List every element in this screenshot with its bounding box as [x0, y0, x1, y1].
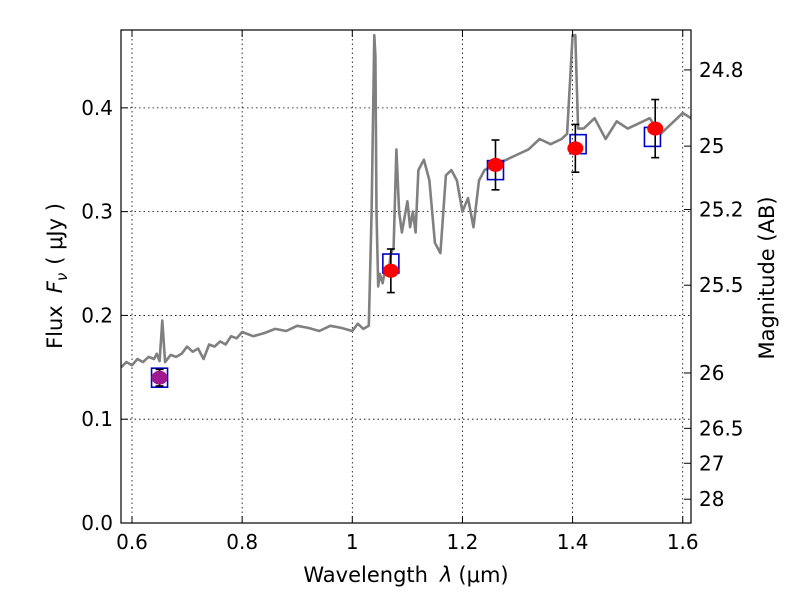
observed-point — [151, 370, 168, 385]
y2-tick-label: 25.2 — [699, 198, 744, 222]
y-axis-label-subscript: ν — [53, 273, 71, 281]
y-axis-label-text: Flux — [43, 305, 67, 349]
x-tick-label: 1.2 — [447, 530, 479, 554]
y2-tick-label: 26.5 — [699, 416, 744, 440]
x-tick-label: 0.8 — [226, 530, 258, 554]
plot-frame — [120, 29, 692, 524]
x-axis-label: Wavelength λ (μm) — [303, 563, 508, 587]
x-tick-label: 1 — [346, 530, 359, 554]
y-axis-label-symbol: F — [43, 280, 67, 293]
x-tick-label: 0.6 — [116, 530, 148, 554]
spectrum-line — [121, 33, 691, 369]
x-axis-label-text: Wavelength — [303, 563, 428, 587]
y2-tick-label: 25.5 — [699, 273, 744, 297]
y-tick-label: 0.1 — [81, 407, 113, 431]
spectrum-layer — [121, 33, 691, 369]
observed-point — [382, 263, 399, 278]
y-axis-label: Flux Fν ( μJy ) — [43, 203, 71, 349]
observed-point — [487, 157, 504, 172]
x-tick-label: 1.6 — [667, 530, 699, 554]
observed-point — [647, 121, 664, 136]
y2-tick-label: 27 — [699, 451, 724, 475]
y2-tick-label: 28 — [699, 487, 724, 511]
y-axis-label-unit: ( μJy ) — [43, 203, 67, 265]
x-tick-label: 1.4 — [557, 530, 589, 554]
axis-ticks: 0.6 0.8 1 1.2 1.4 1.6 0.0 0.1 0.2 0.3 0.4 24.8 25 25.… — [81, 30, 744, 554]
y-tick-label: 0.0 — [81, 511, 113, 535]
y2-tick-label: 25 — [699, 134, 724, 158]
y-tick-label: 0.3 — [81, 200, 113, 224]
points-layer — [150, 98, 664, 388]
x-axis-label-unit: (μm) — [458, 563, 508, 587]
grid — [121, 30, 691, 523]
observed-point — [567, 141, 584, 156]
y2-tick-label: 26 — [699, 361, 724, 385]
x-axis-label-symbol: λ — [439, 563, 452, 587]
y-tick-label: 0.4 — [81, 96, 113, 120]
y2-tick-label: 24.8 — [699, 58, 744, 82]
y2-axis-label: Magnitude (AB) — [755, 196, 779, 359]
y-tick-label: 0.2 — [81, 303, 113, 327]
